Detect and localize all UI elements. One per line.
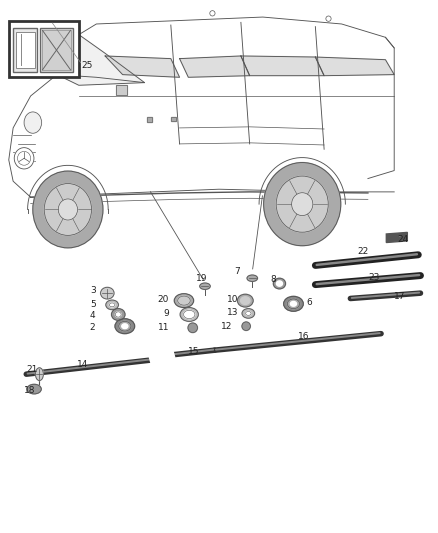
Ellipse shape (101, 287, 114, 299)
Bar (116, 85, 127, 95)
Text: 12: 12 (221, 322, 232, 331)
Text: 25: 25 (81, 61, 92, 69)
Ellipse shape (14, 148, 34, 169)
Bar (171, 117, 176, 121)
Ellipse shape (273, 278, 286, 289)
Bar (42, 30, 71, 70)
Ellipse shape (58, 199, 78, 220)
Bar (116, 85, 127, 95)
Ellipse shape (122, 324, 128, 328)
Ellipse shape (115, 312, 121, 317)
Ellipse shape (188, 323, 198, 333)
Ellipse shape (180, 308, 198, 321)
Ellipse shape (242, 322, 251, 330)
Ellipse shape (27, 384, 41, 394)
Ellipse shape (33, 171, 103, 248)
Polygon shape (57, 35, 145, 85)
Ellipse shape (247, 275, 258, 281)
Text: 16: 16 (298, 333, 309, 341)
Ellipse shape (44, 183, 92, 236)
Text: 15: 15 (187, 348, 199, 356)
Bar (13, 28, 37, 72)
Text: 14: 14 (77, 360, 88, 368)
Text: 7: 7 (234, 268, 240, 276)
Text: 21: 21 (26, 366, 38, 374)
Text: 10: 10 (227, 295, 239, 304)
Text: 24: 24 (398, 236, 409, 244)
Text: 20: 20 (157, 295, 169, 304)
Text: 8: 8 (271, 276, 276, 284)
Text: 18: 18 (24, 386, 35, 395)
Text: 2: 2 (90, 323, 95, 332)
Bar (9, 21, 79, 77)
Bar (16, 32, 35, 68)
Ellipse shape (115, 319, 134, 334)
Ellipse shape (292, 193, 313, 215)
Polygon shape (180, 56, 250, 77)
Polygon shape (315, 57, 394, 76)
Ellipse shape (242, 309, 254, 318)
Text: 11: 11 (159, 323, 170, 332)
Ellipse shape (237, 294, 253, 307)
Ellipse shape (174, 294, 194, 308)
Ellipse shape (210, 11, 215, 16)
Polygon shape (105, 56, 180, 77)
Text: 19: 19 (196, 274, 208, 282)
Ellipse shape (178, 296, 190, 305)
Ellipse shape (290, 302, 297, 306)
Polygon shape (241, 56, 324, 76)
Bar (147, 117, 152, 122)
Text: 9: 9 (163, 309, 169, 318)
Ellipse shape (106, 300, 118, 310)
Polygon shape (386, 232, 407, 243)
Text: 3: 3 (90, 286, 95, 295)
Text: 5: 5 (90, 301, 95, 309)
Ellipse shape (110, 303, 115, 307)
Ellipse shape (276, 281, 283, 286)
Ellipse shape (200, 283, 210, 289)
Ellipse shape (246, 311, 251, 316)
Text: 17: 17 (394, 293, 406, 301)
Bar (40, 28, 73, 72)
Ellipse shape (287, 299, 300, 309)
Ellipse shape (24, 112, 42, 133)
Text: 4: 4 (90, 311, 95, 320)
Ellipse shape (240, 297, 250, 304)
Ellipse shape (184, 310, 195, 319)
Text: 23: 23 (368, 273, 379, 281)
Text: 13: 13 (227, 309, 239, 317)
Ellipse shape (112, 309, 125, 320)
Ellipse shape (284, 296, 303, 311)
Ellipse shape (264, 163, 341, 246)
Text: 22: 22 (357, 247, 368, 256)
Ellipse shape (119, 321, 131, 331)
Ellipse shape (276, 176, 328, 232)
Bar (171, 117, 176, 121)
Ellipse shape (18, 151, 31, 165)
Text: 6: 6 (307, 298, 312, 307)
Bar (147, 117, 152, 122)
Ellipse shape (326, 16, 331, 21)
Ellipse shape (35, 368, 43, 381)
